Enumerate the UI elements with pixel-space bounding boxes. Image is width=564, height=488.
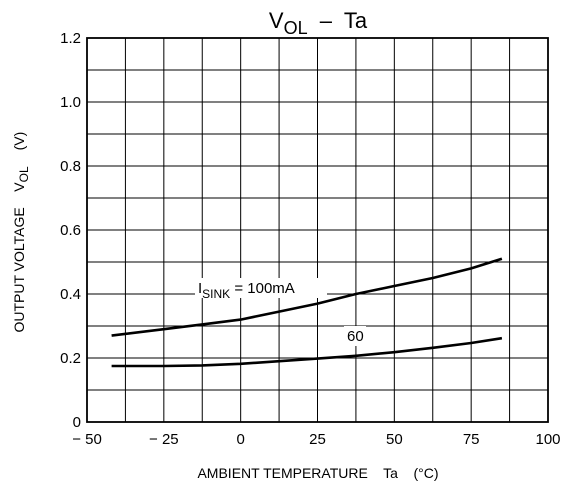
x-tick-label: − 25 — [149, 431, 179, 448]
x-tick-labels: − 50 − 25 0 25 50 75 100 — [72, 431, 560, 448]
series-labels: ISINK = 100mA 60 — [195, 278, 366, 346]
series-line — [111, 336, 503, 368]
x-tick-label: 50 — [386, 431, 403, 448]
y-tick-label: 1.0 — [60, 94, 81, 111]
x-tick-label: − 50 — [72, 431, 102, 448]
series-label-background — [195, 278, 327, 298]
series-label: ISINK = 100mA — [198, 280, 295, 301]
y-tick-labels: 0 0.2 0.4 0.6 0.8 1.0 1.2 — [60, 30, 81, 431]
y-tick-label: 0.8 — [60, 158, 81, 175]
chart-title-rest: – Ta — [308, 8, 368, 33]
y-tick-label: 0.2 — [60, 350, 81, 367]
y-axis-label-main: OUTPUT VOLTAGE V — [11, 182, 27, 333]
y-axis-label-sub: OL — [17, 166, 31, 182]
y-tick-label: 0.4 — [60, 286, 81, 303]
chart-title-main: V — [269, 8, 284, 33]
x-tick-label: 75 — [463, 431, 480, 448]
chart-title-sub: OL — [284, 18, 308, 38]
x-tick-label: 25 — [309, 431, 326, 448]
grid — [87, 38, 548, 422]
series-lines — [111, 257, 503, 368]
series-label: 60 — [347, 328, 364, 345]
x-axis-label: AMBIENT TEMPERATURE Ta (°C) — [197, 465, 438, 481]
series-label-main: I — [198, 280, 202, 297]
x-tick-label: 100 — [535, 431, 560, 448]
series-line — [111, 257, 503, 337]
chart-title: VOL – Ta — [269, 8, 368, 38]
x-tick-label: 0 — [236, 431, 244, 448]
y-axis-label: OUTPUT VOLTAGE VOL (V) — [11, 120, 31, 352]
series-label-sub: SINK — [202, 287, 230, 301]
plot-border — [86, 37, 549, 423]
plot-frame — [86, 37, 549, 423]
series-label-background — [344, 326, 366, 346]
y-axis-label-unit: (V) — [11, 132, 27, 151]
y-tick-label: 1.2 — [60, 30, 81, 47]
series-label-rest: = 100mA — [230, 280, 295, 297]
series-label-main: 60 — [347, 328, 364, 345]
y-tick-label: 0.6 — [60, 222, 81, 239]
y-tick-label: 0 — [73, 414, 81, 431]
